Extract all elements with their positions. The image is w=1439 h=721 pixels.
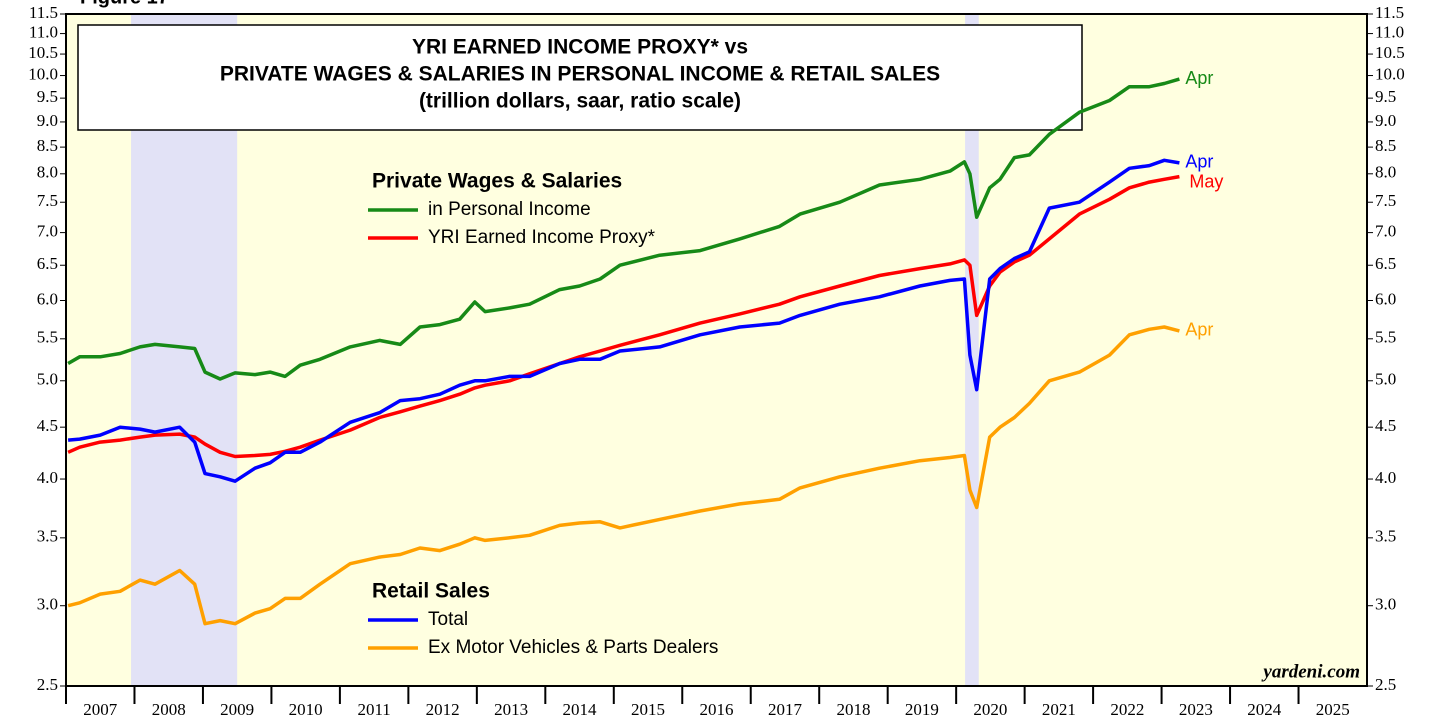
y-tick-label: 2.5 bbox=[37, 675, 58, 694]
y-tick-label-right: 6.5 bbox=[1375, 254, 1396, 273]
y-tick-label-right: 10.0 bbox=[1375, 64, 1405, 83]
title-box bbox=[77, 24, 1083, 131]
y-tick-label-right: 5.5 bbox=[1375, 328, 1396, 347]
series-line bbox=[67, 158, 1180, 483]
y-tick-label-right: 2.5 bbox=[1375, 675, 1396, 694]
x-tick-label: 2011 bbox=[357, 700, 390, 719]
y-tick-label-right: 8.5 bbox=[1375, 136, 1396, 155]
y-tick-label-right: 4.0 bbox=[1375, 468, 1396, 487]
y-tick-label-right: 9.0 bbox=[1375, 111, 1396, 130]
x-tick-label: 2020 bbox=[973, 700, 1007, 719]
series-line bbox=[67, 325, 1180, 626]
y-tick-label: 10.5 bbox=[28, 43, 58, 62]
x-tick-label: 2022 bbox=[1110, 700, 1144, 719]
watermark: yardeni.com bbox=[1261, 661, 1360, 682]
end-label: Apr bbox=[1185, 68, 1213, 88]
y-tick-label-right: 9.5 bbox=[1375, 87, 1396, 106]
x-tick-label: 2009 bbox=[220, 700, 254, 719]
y-tick-label-right: 10.5 bbox=[1375, 43, 1405, 62]
recession-band bbox=[965, 14, 979, 686]
series-line bbox=[67, 77, 1180, 381]
y-tick-label: 3.0 bbox=[37, 595, 58, 614]
x-tick-label: 2018 bbox=[836, 700, 870, 719]
y-tick-label: 5.0 bbox=[37, 370, 58, 389]
x-tick-label: 2014 bbox=[563, 700, 598, 719]
x-tick-label: 2019 bbox=[905, 700, 939, 719]
y-tick-label: 6.5 bbox=[37, 254, 58, 273]
y-tick-label: 3.5 bbox=[37, 527, 58, 546]
y-tick-label: 7.5 bbox=[37, 191, 58, 210]
y-tick-label-right: 4.5 bbox=[1375, 416, 1396, 435]
y-tick-label: 4.5 bbox=[37, 416, 58, 435]
end-label: May bbox=[1189, 171, 1223, 191]
chart-title: PRIVATE WAGES & SALARIES IN PERSONAL INC… bbox=[220, 63, 940, 86]
y-tick-label: 11.0 bbox=[29, 22, 58, 41]
figure-label: Figure 17 bbox=[80, 0, 169, 8]
x-tick-label: 2007 bbox=[83, 700, 118, 719]
y-tick-label: 9.0 bbox=[37, 111, 58, 130]
y-tick-label: 6.0 bbox=[37, 289, 58, 308]
plot-frame bbox=[65, 13, 1368, 687]
legend-label: YRI Earned Income Proxy* bbox=[428, 227, 656, 248]
legend-label: in Personal Income bbox=[428, 199, 591, 220]
y-tick-label: 8.5 bbox=[37, 136, 58, 155]
x-tick-label: 2013 bbox=[494, 700, 528, 719]
x-tick-label: 2021 bbox=[1042, 700, 1076, 719]
y-tick-label-right: 3.5 bbox=[1375, 527, 1396, 546]
x-tick-label: 2023 bbox=[1179, 700, 1213, 719]
legend-title: Private Wages & Salaries bbox=[372, 170, 622, 193]
legend-label: Total bbox=[428, 609, 468, 630]
legend-title: Retail Sales bbox=[372, 580, 490, 603]
y-tick-label-right: 7.5 bbox=[1375, 191, 1396, 210]
legend-label: Ex Motor Vehicles & Parts Dealers bbox=[428, 637, 718, 658]
x-tick-label: 2008 bbox=[152, 700, 186, 719]
y-tick-label: 8.0 bbox=[37, 163, 58, 182]
y-tick-label: 7.0 bbox=[37, 222, 58, 241]
y-tick-label-right: 3.0 bbox=[1375, 595, 1396, 614]
y-tick-label: 5.5 bbox=[37, 328, 58, 347]
x-tick-label: 2017 bbox=[768, 700, 803, 719]
x-tick-label: 2010 bbox=[289, 700, 323, 719]
end-label: Apr bbox=[1185, 320, 1213, 340]
chart-title: (trillion dollars, saar, ratio scale) bbox=[419, 90, 741, 113]
x-tick-label: 2025 bbox=[1316, 700, 1350, 719]
y-tick-label: 4.0 bbox=[37, 468, 58, 487]
y-tick-label-right: 7.0 bbox=[1375, 222, 1396, 241]
y-tick-label: 10.0 bbox=[28, 64, 58, 83]
y-tick-label-right: 11.0 bbox=[1375, 22, 1404, 41]
x-tick-label: 2016 bbox=[700, 700, 734, 719]
end-label: Apr bbox=[1185, 152, 1213, 172]
y-tick-label-right: 5.0 bbox=[1375, 370, 1396, 389]
y-tick-label-right: 11.5 bbox=[1375, 3, 1404, 22]
x-tick-label: 2012 bbox=[426, 700, 460, 719]
y-tick-label: 9.5 bbox=[37, 87, 58, 106]
y-tick-label-right: 8.0 bbox=[1375, 163, 1396, 182]
x-tick-label: 2024 bbox=[1247, 700, 1282, 719]
chart-title: YRI EARNED INCOME PROXY* vs bbox=[412, 36, 748, 59]
x-tick-label: 2015 bbox=[631, 700, 665, 719]
y-tick-label: 11.5 bbox=[29, 3, 58, 22]
y-tick-label-right: 6.0 bbox=[1375, 289, 1396, 308]
